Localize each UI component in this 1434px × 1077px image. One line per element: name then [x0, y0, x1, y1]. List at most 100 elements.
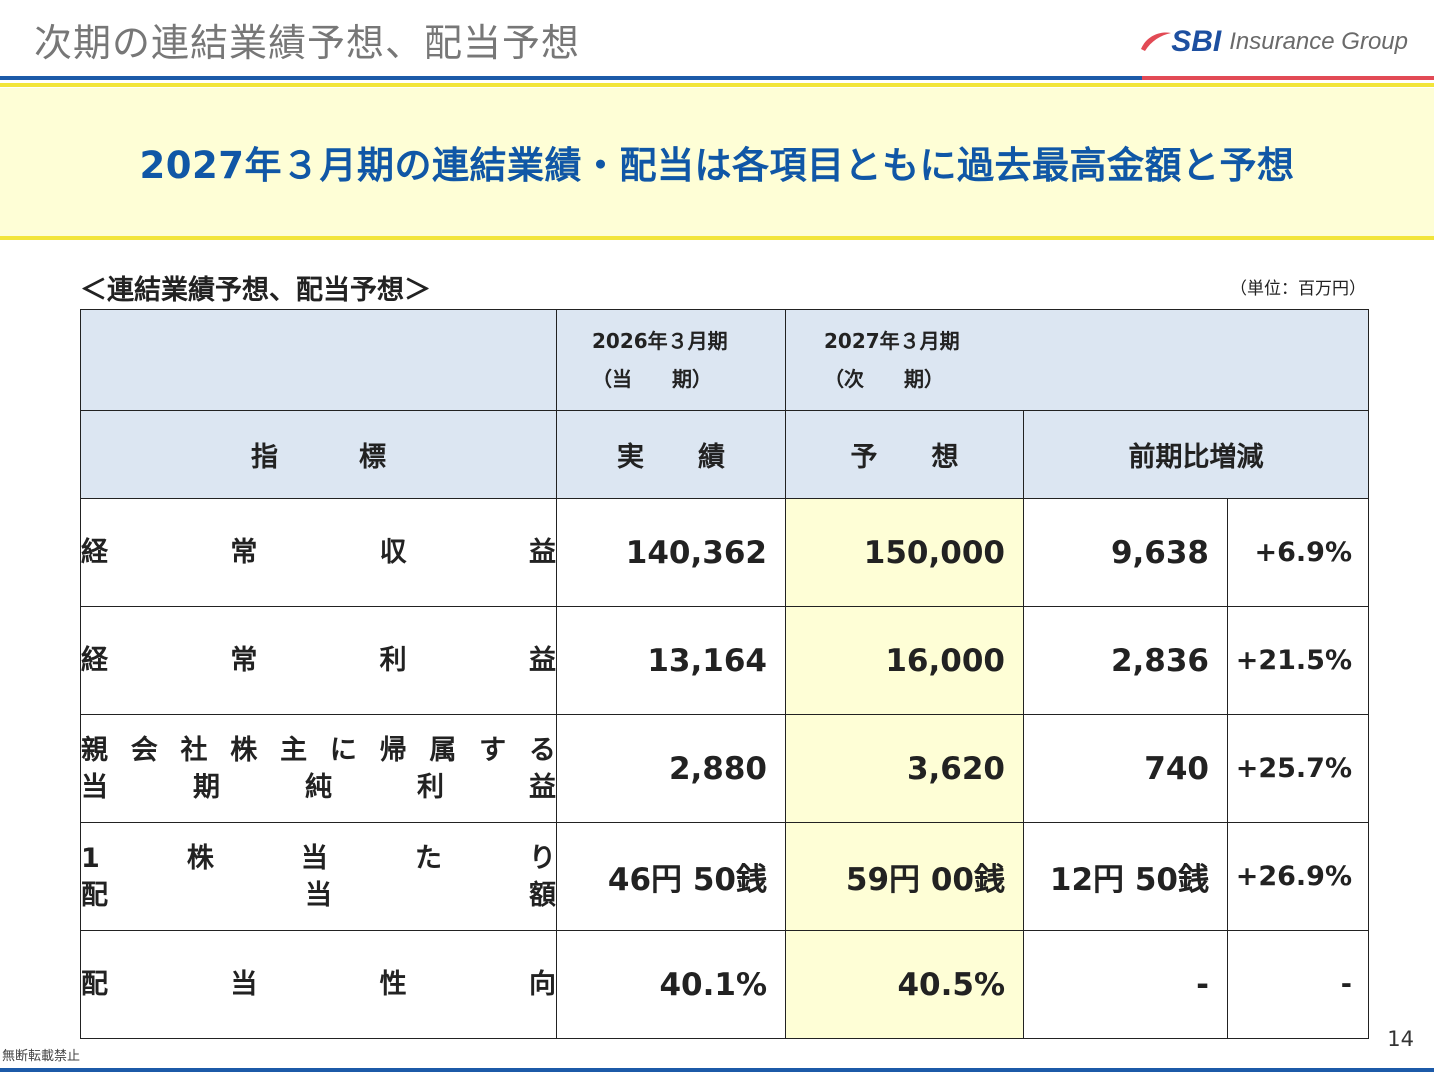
change-value: 9,638 — [1023, 498, 1228, 607]
unit-label: （単位：百万円） — [1230, 279, 1366, 299]
period-current-sub: （当 期） — [592, 367, 712, 391]
row-label-char: 経 — [81, 537, 108, 568]
row-label-line: 親会社株主に帰属する — [81, 732, 556, 769]
period-current-year: 2026年３月期 — [592, 329, 728, 353]
row-label-char: 主 — [280, 734, 308, 766]
table-row: 経 常 収 益 140,362 150,000 9,638 +6.9% — [80, 498, 1370, 607]
period-header-row: 2026年３月期 （当 期） 2027年３月期 （次 期） — [80, 309, 1370, 411]
row-label-line: 配当性向 — [81, 966, 556, 1003]
headline-banner: 2027年３月期の連結業績・配当は各項目ともに過去最高金額と予想 — [0, 88, 1434, 240]
row-label-char: 額 — [529, 879, 556, 911]
row-label: 配当性向 — [80, 930, 557, 1039]
row-label-char: 経 — [81, 645, 108, 676]
logo-text-rest: Insurance Group — [1229, 28, 1408, 55]
row-label-char: 益 — [528, 645, 556, 676]
row-label-line: 当期純利益 — [81, 769, 556, 806]
row-label-char: 属 — [429, 734, 457, 766]
row-label-char: 益 — [529, 771, 556, 803]
period-next: 2027年３月期 （次 期） — [784, 309, 1370, 411]
row-label-char: 株 — [186, 842, 214, 874]
column-header-change: 前期比増減 — [1022, 410, 1370, 499]
row-label-char: 会 — [130, 734, 158, 766]
header-rule-red — [1142, 76, 1434, 80]
table-row: 1 株当たり配当額 46円 50銭 59円 00銭 12円 50銭 +26.9% — [80, 822, 1370, 931]
copyright-note: 無断転載禁止 — [2, 1049, 81, 1064]
forecast-value: 59円 00銭 — [785, 822, 1024, 931]
period-header-empty — [80, 309, 557, 411]
period-next-year: 2027年３月期 — [824, 329, 960, 353]
actual-value: 40.1% — [556, 930, 786, 1039]
page-number: 14 — [1387, 1027, 1414, 1051]
row-label: 経常収益 — [80, 498, 557, 607]
actual-value: 2,880 — [556, 714, 786, 823]
table-row: 経 常 利 益 13,164 16,000 2,836 +21.5% — [80, 606, 1370, 715]
row-label-char: 親 — [81, 734, 108, 766]
row-label-char: す — [479, 734, 507, 766]
row-label-char: 向 — [528, 969, 556, 1000]
change-percent: +25.7% — [1226, 714, 1370, 823]
row-label-char: 常 — [230, 537, 258, 568]
row-label-line: 配当額 — [81, 877, 556, 914]
change-percent: +6.9% — [1226, 498, 1370, 607]
header-rule-blue — [0, 76, 1434, 80]
forecast-value: 16,000 — [785, 606, 1024, 715]
row-label-char: 利 — [379, 645, 407, 676]
row-label-char: 1 — [81, 842, 100, 874]
section-title: ＜連結業績予想、配当予想＞ — [80, 275, 431, 306]
row-label-char: 帰 — [379, 734, 407, 766]
column-header-indicator: 指 標 — [80, 410, 557, 499]
row-label-char: た — [414, 842, 442, 874]
row-label-char: 当 — [305, 879, 332, 911]
table-row: 親会社株主に帰属する当 期 純 利 益 2,880 3,620 740 +25.7% — [80, 714, 1370, 823]
row-label: 親会社株主に帰属する当 期 純 利 益 — [80, 714, 557, 823]
period-next-sub: （次 期） — [824, 367, 944, 391]
page-title: 次期の連結業績予想、配当予想 — [34, 21, 581, 65]
row-label-char: 収 — [379, 537, 407, 568]
header-rule-yellow — [0, 83, 1434, 87]
row-label-char: 配 — [81, 969, 108, 1000]
row-label-char: り — [528, 842, 556, 874]
change-percent: - — [1226, 930, 1370, 1039]
table-row: 配当性向 40.1% 40.5% - - — [80, 930, 1370, 1039]
actual-value: 46円 50銭 — [556, 822, 786, 931]
row-label: 経常利益 — [80, 606, 557, 715]
table-body: 経常収益 140,362 150,000 9,638 +6.9% 経常利益 13,164 16… — [80, 498, 1370, 1039]
logo-text-sbi: SBI — [1171, 25, 1222, 58]
period-current: 2026年３月期 （当 期） — [556, 309, 786, 411]
row-label-char: る — [528, 734, 556, 766]
forecast-table: 2026年３月期 （当 期） 2027年３月期 （次 期） 指 標 実 績 予 … — [80, 309, 1370, 1039]
row-label-char: に — [329, 734, 357, 766]
change-percent: +26.9% — [1226, 822, 1370, 931]
row-label-char: 当 — [300, 842, 328, 874]
forecast-value: 3,620 — [785, 714, 1024, 823]
row-label-char: 常 — [230, 645, 258, 676]
actual-value: 13,164 — [556, 606, 786, 715]
change-percent: +21.5% — [1226, 606, 1370, 715]
row-label-char: 社 — [180, 734, 208, 766]
row-label-line: 1 株 当 た り — [81, 840, 556, 877]
row-label-char: 純 — [305, 771, 332, 803]
change-value: - — [1023, 930, 1228, 1039]
actual-value: 140,362 — [556, 498, 786, 607]
column-header-row: 指 標 実 績 予 想 前期比増減 — [80, 410, 1370, 499]
row-label-char: 配 — [81, 879, 108, 911]
headline-text: 2027年３月期の連結業績・配当は各項目ともに過去最高金額と予想 — [139, 144, 1295, 187]
sbi-logo: SBI Insurance Group — [1139, 20, 1408, 64]
row-label-char: 性 — [379, 969, 407, 1000]
forecast-value: 40.5% — [785, 930, 1024, 1039]
row-label-char: 当 — [81, 771, 108, 803]
change-value: 2,836 — [1023, 606, 1228, 715]
row-label-char: 株 — [230, 734, 258, 766]
row-label-line: 経常収益 — [81, 534, 556, 571]
change-value: 12円 50銭 — [1023, 822, 1228, 931]
row-label-char: 期 — [193, 771, 220, 803]
row-label-char: 当 — [230, 969, 258, 1000]
column-header-forecast: 予 想 — [785, 410, 1024, 499]
row-label-line: 経常利益 — [81, 642, 556, 679]
row-label-char: 益 — [528, 537, 556, 568]
row-label-char: 利 — [417, 771, 444, 803]
logo-swoosh-icon — [1141, 32, 1172, 51]
footer-rule — [0, 1068, 1434, 1072]
change-value: 740 — [1023, 714, 1228, 823]
